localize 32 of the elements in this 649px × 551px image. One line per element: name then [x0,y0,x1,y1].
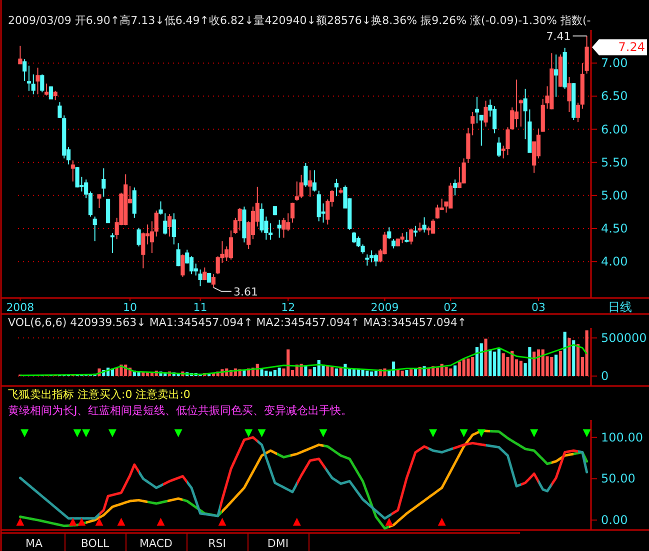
text: BOLL [80,537,110,550]
x-tick-label: 02 [444,301,458,314]
x-tick-label: 2009 [370,301,399,314]
y-tick-label: 0.00 [601,513,628,528]
chart-title: 飞狐卖出指标 注意买入:0 注意卖出:0 [8,388,190,401]
y-tick-label: 6.50 [601,89,628,104]
chart-subtitle: 黄绿相间为长J、红蓝相间是短线、低位共振同色买、变异减仓出手快。 [8,404,352,417]
y-tick-label: 4.00 [601,254,628,269]
x-tick-label: 2008 [6,301,34,314]
annotation: 3.61 [233,285,258,298]
chart-subtitle: 2009/03/09 开6.90↑高7.13↓低6.49↑收6.82↓量420940↓额28576↓换8.36% 振9.26% 涨(-0.09)-1.30% 指数(- [8,14,591,27]
x-tick-label: 10 [123,301,138,314]
y-tick-label: 0 [601,369,609,384]
x-tick-label: 12 [281,301,296,314]
chart-title: VOL(6,6,6) 420939.563↓ MA1:345457.094↑ MA2:345457.094↑ MA3:345457.094↑ [8,316,467,329]
text: MACD [140,537,172,550]
annotation: 7.41 [546,30,571,43]
y-tick-label: 5.00 [601,188,628,202]
y-tick-label: 50.00 [601,472,636,486]
text: MA [25,537,43,550]
text: DMI [267,537,289,550]
y-tick-label: 500000 [601,330,647,345]
text: RSI [208,537,226,550]
y-tick-label: 4.50 [601,222,628,236]
y-tick-label: 7.00 [601,56,628,70]
x-tick-label: 03 [531,301,546,314]
y-tick-label: 6.00 [601,122,628,136]
y-tick-label: 100.00 [601,430,643,444]
y-tick-label: 5.50 [601,155,628,170]
text: 7.24 [618,40,645,54]
x-axis-title: 日线 [608,300,632,314]
x-tick-label: 11 [193,301,208,314]
